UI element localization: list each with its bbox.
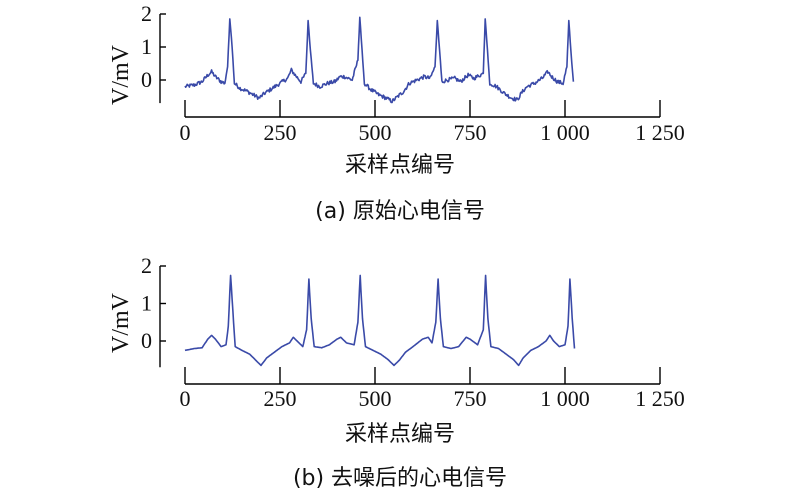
panel-b-y-tick-label: 0	[141, 328, 152, 353]
panel-a-y-tick-label: 1	[141, 34, 152, 59]
panel-a-signal-line	[184, 16, 575, 104]
panel-b-ylabel: V/mV	[108, 292, 134, 353]
panel-b-caption: (b) 去噪后的心电信号	[293, 466, 507, 491]
panel-a-xlabel: 采样点编号	[345, 153, 455, 178]
panel-a-x-tick-label: 1 000	[540, 120, 590, 145]
panel-b-y-tick-label: 2	[141, 253, 152, 278]
panel-b-x-tick-label: 250	[264, 386, 297, 411]
panel-b-x-tick-label: 750	[454, 386, 487, 411]
panel-a-axes: 0 1 2 0 250 500 750 1 000 1 250	[141, 1, 685, 145]
panel-b-xlabel: 采样点编号	[345, 422, 455, 447]
panel-a-x-tick-label: 500	[359, 120, 392, 145]
panel-b-x-tick-label: 500	[359, 386, 392, 411]
panel-a-x-tick-label: 750	[454, 120, 487, 145]
panel-a-y-tick-label: 2	[141, 1, 152, 26]
panel-b-axes: 0 1 2 0 250 500 750 1 000 1 250	[141, 253, 685, 411]
panel-a-x-tick-label: 250	[264, 120, 297, 145]
panel-b-y-tick-label: 1	[141, 291, 152, 316]
panel-b-x-tick-label: 1 000	[540, 386, 590, 411]
panel-b-x-tick-label: 0	[180, 386, 191, 411]
panel-a-caption: (a) 原始心电信号	[315, 199, 485, 224]
panel-a-ylabel: V/mV	[108, 44, 134, 105]
panel-a-x-tick-label: 0	[180, 120, 191, 145]
panel-a-y-tick-label: 0	[141, 67, 152, 92]
panel-a-x-tick-label: 1 250	[635, 120, 685, 145]
panel-b-x-tick-label: 1 250	[635, 386, 685, 411]
panel-b-signal-line	[184, 274, 576, 367]
panel-a: V/mV 0 1 2 0 250 500 750 1 000 1 250 采样点编号 (a) 原…	[108, 1, 685, 224]
panel-b: V/mV 0 1 2 0 250 500 750 1 000 1 250 采样点编号 (b) 去…	[108, 253, 685, 491]
